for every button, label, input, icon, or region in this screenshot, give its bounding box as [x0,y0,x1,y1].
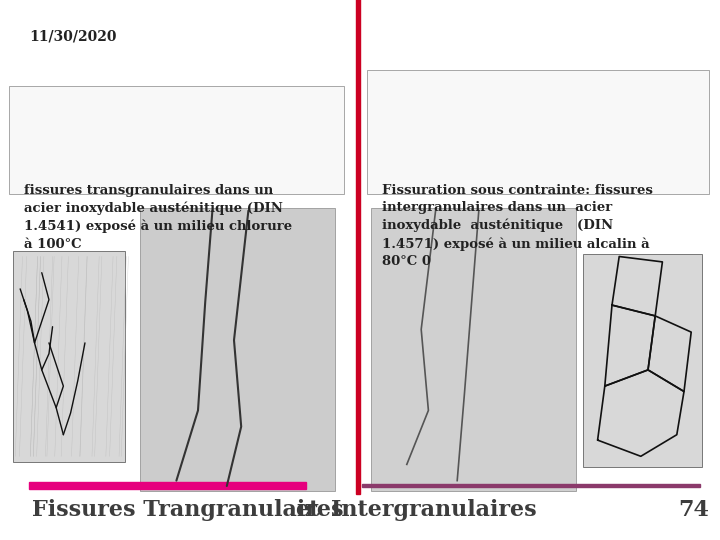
Bar [361,484,700,487]
Text: 74: 74 [678,500,709,521]
FancyBboxPatch shape [13,251,125,462]
Bar [356,0,360,494]
FancyBboxPatch shape [583,254,702,467]
FancyBboxPatch shape [140,208,335,491]
FancyBboxPatch shape [371,208,576,491]
Text: et: et [295,500,320,521]
Bar [29,482,306,489]
Text: Fissures Trangranulaires: Fissures Trangranulaires [32,500,344,521]
Text: fissures transgranulaires dans un
acier inoxydable austénitique (DIN
1.4541) exp: fissures transgranulaires dans un acier … [24,184,292,251]
Text: 11/30/2020: 11/30/2020 [29,30,117,44]
Text: Fissuration sous contrainte: fissures
intergranulaires dans un  acier
inoxydable: Fissuration sous contrainte: fissures in… [382,184,652,268]
Text: Intergranulaires: Intergranulaires [331,500,537,521]
FancyBboxPatch shape [367,70,709,194]
FancyBboxPatch shape [9,86,344,194]
